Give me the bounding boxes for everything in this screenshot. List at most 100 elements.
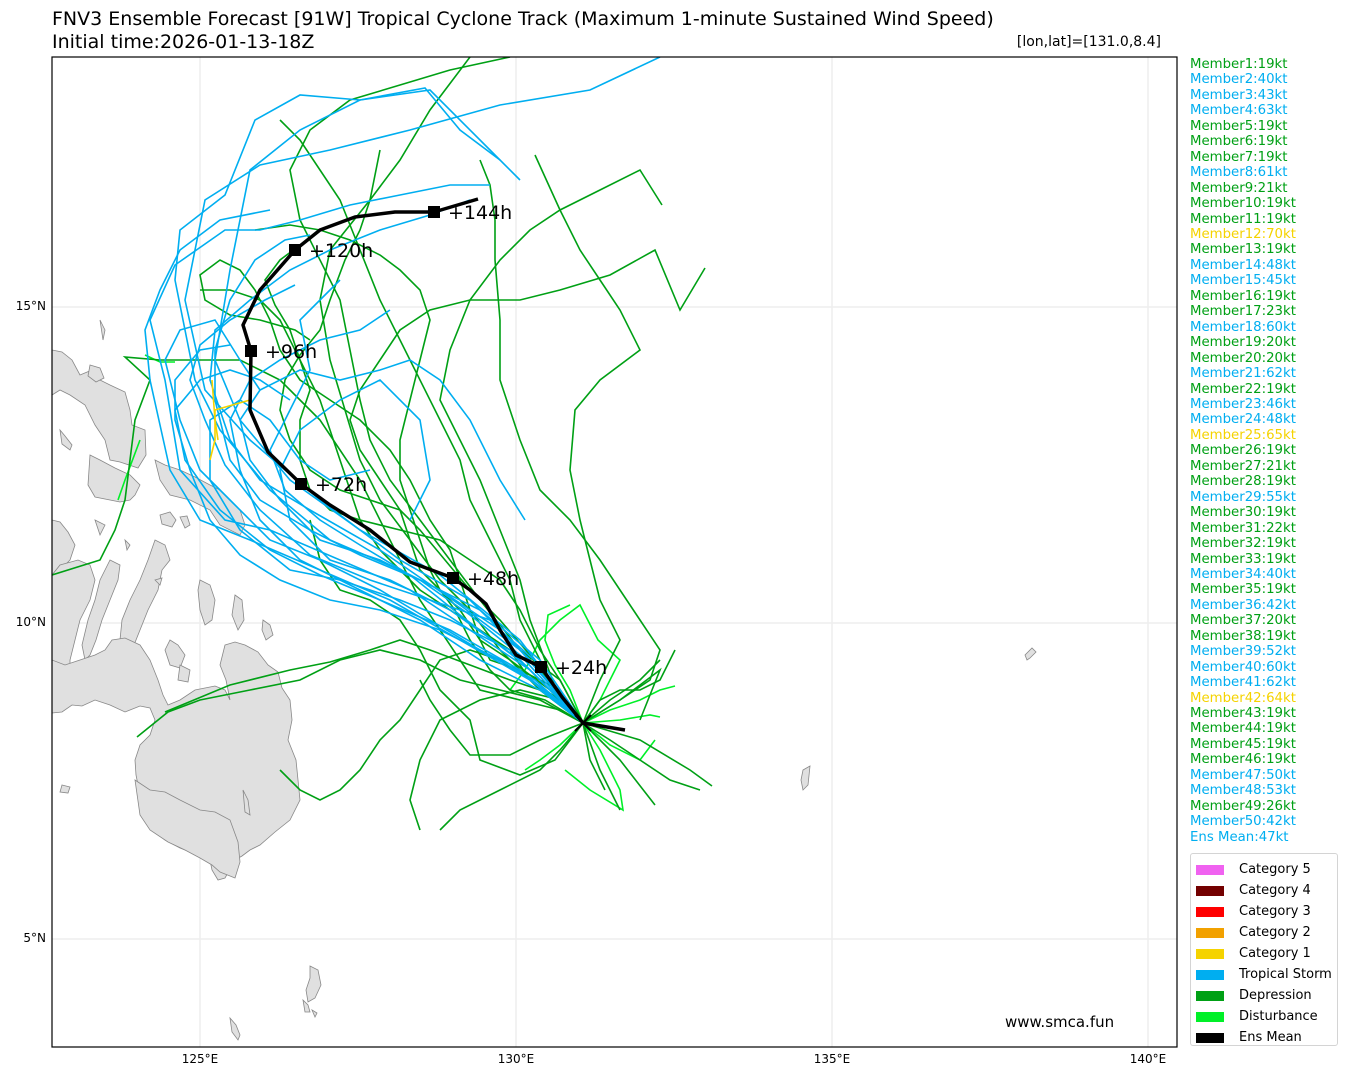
- member-intensity-item: Member29:55kt: [1190, 489, 1296, 505]
- member-track-line: [211, 379, 219, 441]
- member-intensity-item: Member7:19kt: [1190, 149, 1288, 165]
- member-intensity-item: Member18:60kt: [1190, 319, 1296, 335]
- legend-swatch: [1196, 1011, 1224, 1022]
- land-polygon: [99, 319, 106, 341]
- member-intensity-item: Member19:20kt: [1190, 335, 1296, 351]
- member-track-line: [200, 289, 584, 724]
- member-track-line: [254, 224, 584, 724]
- time-marker: [295, 478, 307, 490]
- member-track-line: [174, 344, 584, 724]
- land-polygon: [134, 779, 241, 879]
- member-track-line: [582, 722, 606, 791]
- land-polygon: [81, 559, 121, 661]
- initial-position-marker: [574, 714, 592, 732]
- member-intensity-item: Member36:42kt: [1190, 597, 1296, 613]
- land-polygon: [197, 579, 216, 626]
- member-intensity-item: Member30:19kt: [1190, 505, 1296, 521]
- y-tick-label: 15°N: [15, 299, 46, 313]
- ens-mean-track: +24h +48h +72h +96h +120h +144h: [241, 197, 626, 732]
- member-intensity-item: Member9:21kt: [1190, 180, 1288, 196]
- member-intensity-list: Member1:19kt Member2:40kt Member3:43kt Memb…: [1190, 57, 1296, 845]
- member-intensity-item: Member42:64kt: [1190, 690, 1296, 706]
- member-intensity-item: Member24:48kt: [1190, 412, 1296, 428]
- land-polygon: [52, 637, 301, 881]
- member-track-line: [214, 234, 584, 724]
- member-track-line: [582, 685, 676, 724]
- legend-item: Category 5: [1191, 859, 1337, 880]
- legend-item: Ens Mean: [1191, 1027, 1337, 1048]
- member-track-line: [582, 722, 656, 806]
- member-intensity-item: Member45:19kt: [1190, 736, 1296, 752]
- land-polygon: [124, 538, 131, 552]
- land-polygon: [177, 664, 191, 683]
- member-track-line: [582, 659, 661, 724]
- time-label: +96h: [265, 341, 317, 363]
- member-intensity-item: Member44:19kt: [1190, 721, 1296, 737]
- map-frame: [51, 56, 1178, 1048]
- x-tick-label: 130°E: [497, 1052, 535, 1066]
- time-label: +48h: [467, 568, 519, 590]
- member-track-line: [209, 399, 584, 724]
- member-intensity-item: Member41:62kt: [1190, 675, 1296, 691]
- member-intensity-item: Member32:19kt: [1190, 536, 1296, 552]
- legend-item: Category 3: [1191, 901, 1337, 922]
- member-intensity-item: Member12:70kt: [1190, 226, 1296, 242]
- member-intensity-item: Member43:19kt: [1190, 706, 1296, 722]
- member-track-line: [582, 714, 661, 724]
- land-polygon: [159, 511, 177, 528]
- member-intensity-item: Member25:65kt: [1190, 427, 1296, 443]
- storm-position: [lon,lat]=[131.0,8.4]: [1016, 34, 1161, 50]
- land-polygon: [1024, 647, 1037, 661]
- land-polygon: [229, 1016, 241, 1041]
- member-intensity-item: Member50:42kt: [1190, 814, 1296, 830]
- land-polygon: [179, 515, 191, 529]
- legend-label: Disturbance: [1239, 1009, 1318, 1024]
- member-track-line: [136, 649, 584, 738]
- time-marker: [447, 572, 459, 584]
- member-intensity-item: Member27:21kt: [1190, 458, 1296, 474]
- watermark: www.smca.fun: [1005, 1013, 1115, 1031]
- y-tick-label: 5°N: [23, 931, 46, 945]
- member-intensity-item: Member23:46kt: [1190, 396, 1296, 412]
- member-track-line: [524, 722, 584, 771]
- member-intensity-item: Member6:19kt: [1190, 134, 1288, 150]
- member-intensity-item: Member26:19kt: [1190, 443, 1296, 459]
- land-masses: [52, 319, 1037, 1041]
- legend-label: Category 4: [1239, 883, 1311, 898]
- member-track-line: [582, 667, 662, 724]
- member-intensity-item: Member3:43kt: [1190, 87, 1288, 103]
- legend-label: Category 5: [1239, 862, 1311, 877]
- member-intensity-item: Member21:62kt: [1190, 366, 1296, 382]
- member-intensity-item: Member4:63kt: [1190, 103, 1288, 119]
- legend-item: Category 2: [1191, 922, 1337, 943]
- legend-item: Category 4: [1191, 880, 1337, 901]
- member-track-line: [439, 168, 663, 724]
- member-intensity-item: Member33:19kt: [1190, 551, 1296, 567]
- chart-title: FNV3 Ensemble Forecast [91W] Tropical Cy…: [52, 8, 994, 30]
- legend-swatch: [1196, 948, 1224, 959]
- member-intensity-item: Member28:19kt: [1190, 474, 1296, 490]
- member-intensity-item: Ens Mean:47kt: [1190, 829, 1289, 845]
- member-track-line: [279, 119, 584, 724]
- land-polygon: [59, 428, 73, 451]
- map-background: [52, 57, 1177, 1047]
- member-intensity-item: Member1:19kt: [1190, 57, 1288, 72]
- member-intensity-item: Member40:60kt: [1190, 659, 1296, 675]
- member-track-line: [184, 57, 661, 724]
- member-track-line: [544, 604, 584, 724]
- member-intensity-item: Member38:19kt: [1190, 628, 1296, 644]
- category-legend: Category 5 Category 4 Category 3 Category 2…: [1190, 853, 1338, 1046]
- member-track-line: [164, 319, 584, 724]
- time-marker: [535, 661, 547, 673]
- time-label: +120h: [309, 240, 373, 262]
- member-intensity-item: Member17:23kt: [1190, 304, 1296, 320]
- legend-label: Category 2: [1239, 925, 1311, 940]
- legend-item: Disturbance: [1191, 1006, 1337, 1027]
- legend-label: Category 1: [1239, 946, 1311, 961]
- member-track-line: [582, 722, 713, 787]
- time-label: +144h: [448, 202, 512, 224]
- member-track-line: [582, 722, 621, 811]
- member-intensity-item: Member15:45kt: [1190, 273, 1296, 289]
- land-polygon: [800, 765, 811, 791]
